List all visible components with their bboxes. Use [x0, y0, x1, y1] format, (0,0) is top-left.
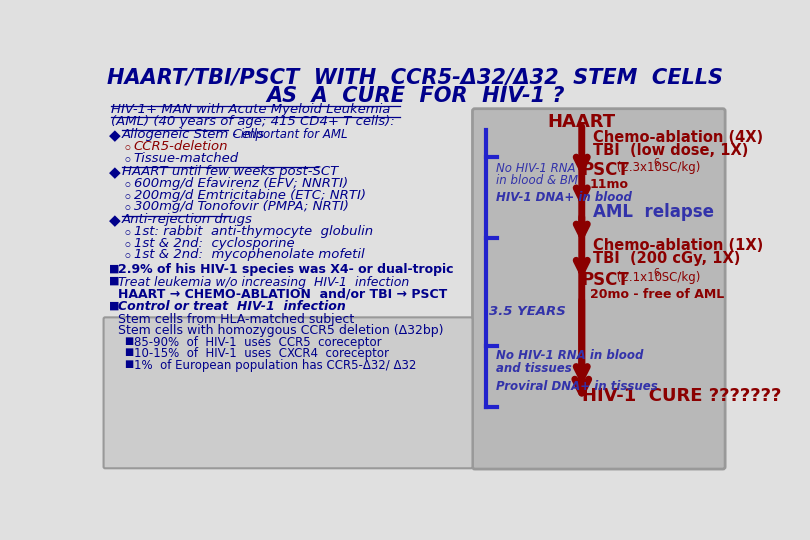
Text: ■: ■: [109, 276, 120, 286]
Text: HIV-1+ MAN with Acute Myeloid Leukemia: HIV-1+ MAN with Acute Myeloid Leukemia: [110, 103, 390, 116]
Text: ◦: ◦: [122, 177, 132, 195]
Text: 10-15%  of  HIV-1  uses  CXCR4  coreceptor: 10-15% of HIV-1 uses CXCR4 coreceptor: [134, 347, 389, 360]
Text: 11mo: 11mo: [590, 178, 629, 191]
FancyBboxPatch shape: [104, 318, 472, 468]
Text: ◦: ◦: [122, 140, 132, 158]
Text: 3.5 YEARS: 3.5 YEARS: [488, 305, 565, 318]
Text: Stem cells with homozygous CCR5 deletion (Δ32bp): Stem cells with homozygous CCR5 deletion…: [118, 325, 444, 338]
Text: TBI  (low dose, 1X): TBI (low dose, 1X): [594, 143, 748, 158]
Text: AML  relapse: AML relapse: [594, 204, 714, 221]
Text: Anti-rejection drugs: Anti-rejection drugs: [122, 213, 253, 226]
Text: 6: 6: [653, 268, 659, 278]
Text: 6: 6: [653, 158, 659, 168]
FancyBboxPatch shape: [472, 109, 725, 469]
Text: HAART: HAART: [548, 112, 616, 131]
Text: 1st & 2nd:  mycophenolate mofetil: 1st & 2nd: mycophenolate mofetil: [134, 248, 364, 261]
Text: CCR5-deletion: CCR5-deletion: [134, 140, 228, 153]
Text: Chemo-ablation (4X): Chemo-ablation (4X): [594, 130, 764, 145]
Text: ◦: ◦: [122, 200, 132, 218]
Text: 300mg/d Tonofovir (PMPA; NRTI): 300mg/d Tonofovir (PMPA; NRTI): [134, 200, 348, 213]
Text: ■: ■: [125, 359, 134, 369]
Text: PSCT: PSCT: [582, 161, 629, 179]
Text: HAART until few weeks post-SCT: HAART until few weeks post-SCT: [122, 165, 339, 178]
Text: ◦: ◦: [122, 225, 132, 243]
Text: in blood & BM: in blood & BM: [497, 174, 578, 187]
Text: 20mo - free of AML: 20mo - free of AML: [590, 288, 724, 301]
Text: ■: ■: [109, 264, 120, 273]
Text: HAART → CHEMO-ABLATION  and/or TBI → PSCT: HAART → CHEMO-ABLATION and/or TBI → PSCT: [118, 287, 448, 300]
Text: Treat leukemia w/o increasing  HIV-1  infection: Treat leukemia w/o increasing HIV-1 infe…: [118, 276, 410, 289]
Text: - important for AML: - important for AML: [229, 128, 347, 141]
Text: ◦: ◦: [122, 237, 132, 254]
Text: ■: ■: [109, 300, 120, 310]
Text: SC/kg): SC/kg): [659, 161, 701, 174]
Text: SC/kg): SC/kg): [659, 271, 701, 284]
Text: ◦: ◦: [122, 248, 132, 266]
Text: No HIV-1 RNA in blood: No HIV-1 RNA in blood: [497, 349, 644, 362]
Text: Proviral DNA+ in tissues: Proviral DNA+ in tissues: [497, 380, 659, 393]
Text: No HIV-1 RNA: No HIV-1 RNA: [497, 162, 576, 176]
Text: 1st: rabbit  anti-thymocyte  globulin: 1st: rabbit anti-thymocyte globulin: [134, 225, 373, 238]
Text: Chemo-ablation (1X): Chemo-ablation (1X): [594, 238, 764, 253]
Text: ■: ■: [125, 347, 134, 357]
Text: HIV-1 DNA+ in blood: HIV-1 DNA+ in blood: [497, 191, 633, 204]
Text: TBI  (200 cGy, 1X): TBI (200 cGy, 1X): [594, 251, 741, 266]
Text: and tissues: and tissues: [497, 362, 572, 375]
Text: ◦: ◦: [122, 152, 132, 170]
Text: ◦: ◦: [122, 189, 132, 207]
Text: HAART/TBI/PSCT  WITH  CCR5-Δ32/Δ32  STEM  CELLS: HAART/TBI/PSCT WITH CCR5-Δ32/Δ32 STEM CE…: [107, 68, 723, 88]
Text: ◆: ◆: [109, 128, 121, 143]
Text: Control or treat  HIV-1  infection: Control or treat HIV-1 infection: [118, 300, 346, 313]
Text: ◆: ◆: [109, 213, 121, 228]
Text: PSCT: PSCT: [582, 271, 629, 289]
Text: (AML) (40 years of age; 415 CD4+ T cells):: (AML) (40 years of age; 415 CD4+ T cells…: [110, 115, 394, 128]
Text: HIV-1  CURE ???????: HIV-1 CURE ???????: [582, 387, 781, 404]
Text: (2.1x10: (2.1x10: [612, 271, 662, 284]
Text: ◆: ◆: [109, 165, 121, 180]
Text: ■: ■: [125, 336, 134, 346]
Text: Stem cells from HLA-matched subject: Stem cells from HLA-matched subject: [118, 313, 355, 326]
Text: 2.9% of his HIV-1 species was X4- or dual-tropic: 2.9% of his HIV-1 species was X4- or dua…: [118, 264, 454, 276]
Text: 200mg/d Emtricitabine (ETC; NRTI): 200mg/d Emtricitabine (ETC; NRTI): [134, 189, 366, 202]
Text: Allogeneic Stem Cells: Allogeneic Stem Cells: [122, 128, 265, 141]
Text: Tissue-matched: Tissue-matched: [134, 152, 239, 165]
Text: AS  A  CURE  FOR  HIV-1 ?: AS A CURE FOR HIV-1 ?: [266, 86, 565, 106]
Text: 600mg/d Efavirenz (EFV; NNRTI): 600mg/d Efavirenz (EFV; NNRTI): [134, 177, 348, 190]
Text: 1%  of European population has CCR5-Δ32/ Δ32: 1% of European population has CCR5-Δ32/ …: [134, 359, 416, 372]
Text: 85-90%  of  HIV-1  uses  CCR5  coreceptor: 85-90% of HIV-1 uses CCR5 coreceptor: [134, 336, 382, 349]
Text: 1st & 2nd:  cyclosporine: 1st & 2nd: cyclosporine: [134, 237, 294, 249]
Text: (2.3x10: (2.3x10: [612, 161, 662, 174]
